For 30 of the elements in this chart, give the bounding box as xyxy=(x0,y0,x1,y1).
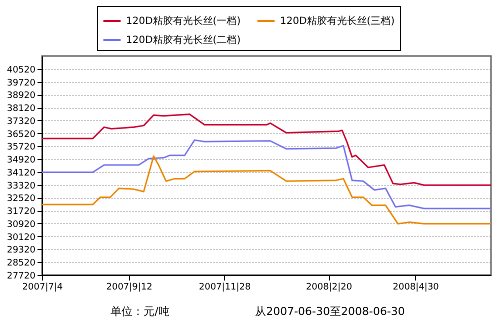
x-tick-label: 2007|9|12 xyxy=(106,282,152,292)
y-tick-label: 27720 xyxy=(6,272,36,282)
y-tick-label: 37320 xyxy=(6,116,36,127)
y-tick-label: 30920 xyxy=(6,220,36,230)
y-tick-label: 32520 xyxy=(6,194,36,204)
y-tick-label: 38920 xyxy=(6,91,36,102)
y-tick-label: 31720 xyxy=(6,207,36,218)
y-tick-label: 39720 xyxy=(6,78,36,88)
line-series xyxy=(41,139,492,210)
y-tick-label: 30120 xyxy=(6,232,36,243)
legend-label: 120D粘胶有光长丝(三档) xyxy=(280,15,395,27)
x-tick-label: 2008|4|30 xyxy=(392,282,440,292)
line-series xyxy=(41,155,492,225)
y-tick-label: 35720 xyxy=(6,142,36,153)
y-tick-label: 36520 xyxy=(6,130,36,140)
text: 单位：元/吨 xyxy=(110,305,170,318)
y-tick-label: 40520 xyxy=(6,65,36,76)
legend-label: 120D粘胶有光长丝(二档) xyxy=(126,34,241,46)
x-tick-label: 2007|7|4 xyxy=(22,282,63,292)
legend-label: 120D粘胶有光长丝(一档) xyxy=(126,15,241,27)
x-tick-label: 2008|2|20 xyxy=(306,282,352,292)
x-tick-label: 2007|11|28 xyxy=(198,282,252,292)
y-tick-label: 28520 xyxy=(6,258,36,269)
y-tick-label: 34920 xyxy=(6,156,36,166)
text: 从2007-06-30至2008-06-30 xyxy=(255,305,405,318)
line-series xyxy=(41,114,492,186)
y-tick-label: 34120 xyxy=(6,168,36,178)
y-tick-label: 38120 xyxy=(6,104,36,114)
y-tick-label: 33320 xyxy=(6,181,36,192)
y-tick-label: 29320 xyxy=(6,246,36,256)
